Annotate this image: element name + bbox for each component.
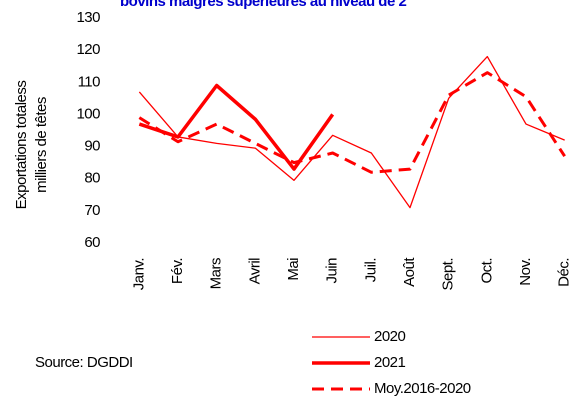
y-tick-label: 100 <box>76 105 100 122</box>
series-line <box>138 71 566 174</box>
y-tick-label: 110 <box>78 73 101 90</box>
chart-title: bovins maigres supérieures au niveau de … <box>120 0 406 10</box>
x-tick-label: Sept. <box>440 258 457 291</box>
y-tick-label: 130 <box>76 9 100 26</box>
y-axis-label: Exportations totaless <box>13 81 30 210</box>
y-tick-label: 90 <box>84 138 100 155</box>
x-tick-label: Janv. <box>130 258 147 290</box>
x-tick-label: Mars <box>208 258 225 289</box>
x-tick-label: Nov. <box>517 258 534 286</box>
y-tick-label: 70 <box>84 202 100 219</box>
x-tick-label: Mai <box>285 258 302 281</box>
x-tick-label: Fév. <box>169 258 186 284</box>
x-tick-label: Avril <box>246 258 263 285</box>
legend-label: 2021 <box>374 354 406 371</box>
x-tick-label: Juin <box>324 258 341 284</box>
series-line <box>138 55 565 209</box>
legend-label: Moy.2016-2020 <box>374 380 471 397</box>
y-tick-label: 80 <box>84 170 100 187</box>
x-tick-label: Août <box>401 257 418 287</box>
legend-label: 2020 <box>374 328 406 345</box>
y-tick-label: 60 <box>84 234 100 251</box>
series-line <box>138 83 335 171</box>
y-tick-label: 120 <box>76 41 100 58</box>
x-tick-label: Oct. <box>478 258 495 284</box>
x-tick-label: Déc. <box>556 258 573 287</box>
source: Source: DGDDI <box>35 354 133 371</box>
x-tick-label: Juil. <box>362 258 379 282</box>
y-axis-label: milliers de têtes <box>33 97 50 193</box>
